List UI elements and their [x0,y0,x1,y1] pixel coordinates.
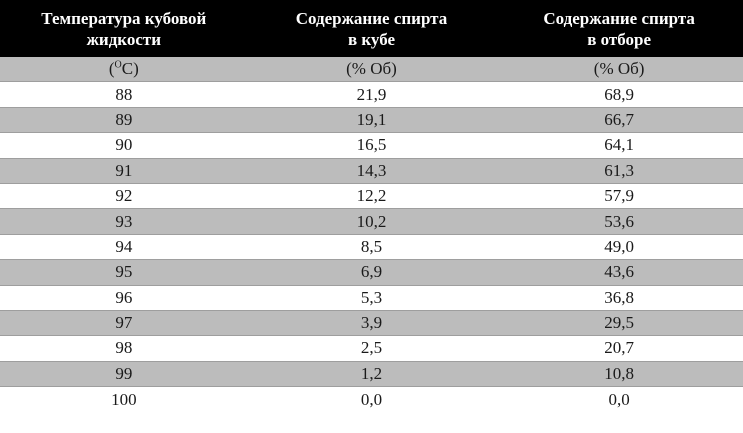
header-cube-line1: Содержание спирта [295,8,448,28]
table-row: 94 8,5 49,0 [0,235,743,261]
header-draw-alcohol: Содержание спирта в отборе [495,8,743,50]
unit-cube: (% Об) [346,59,397,79]
cell-cube-alcohol: 3,9 [360,313,383,333]
header-temperature: Температура кубовой жидкости [0,8,248,50]
cell-draw-alcohol: 49,0 [604,236,635,256]
cell-draw-alcohol: 64,1 [604,135,635,155]
table-row: 93 10,2 53,6 [0,209,743,235]
cell-draw-alcohol: 57,9 [604,186,635,206]
cell-cube-alcohol: 8,5 [360,236,383,256]
table-row: 89 19,1 66,7 [0,107,743,134]
cell-temperature: 94 [115,236,133,256]
cell-draw-alcohol: 61,3 [604,160,635,180]
cell-draw-alcohol: 0,0 [608,389,630,409]
header-temperature-line1: Температура кубовой [41,8,207,28]
cell-cube-alcohol: 14,3 [356,160,387,180]
header-temperature-line2: жидкости [86,29,162,49]
unit-temp-close: С) [121,59,139,79]
cell-cube-alcohol: 21,9 [356,84,387,104]
table-row: 99 1,2 10,8 [0,361,743,388]
unit-draw: (% Об) [593,59,645,79]
cell-temperature: 97 [115,313,133,333]
table-row: 92 12,2 57,9 [0,184,743,210]
cell-draw-alcohol: 29,5 [604,313,635,333]
cell-temperature: 93 [115,211,133,231]
cell-cube-alcohol: 19,1 [356,109,387,129]
table-header: Температура кубовой жидкости Содержание … [0,0,743,57]
cell-cube-alcohol: 2,5 [360,338,383,358]
table-row: 100 0,0 0,0 [0,387,743,412]
unit-temp-degree: O [114,59,122,71]
cell-cube-alcohol: 0,0 [360,389,383,409]
cell-temperature: 98 [115,338,133,358]
table-row: 95 6,9 43,6 [0,260,743,286]
cell-temperature: 99 [115,363,133,383]
cell-temperature: 88 [115,84,133,104]
cell-temperature: 100 [111,389,137,409]
table-row: 97 3,9 29,5 [0,310,743,337]
table-row: 91 14,3 61,3 [0,158,743,184]
cell-temperature: 91 [115,160,133,180]
cell-draw-alcohol: 20,7 [604,338,635,358]
cell-temperature: 95 [115,262,133,282]
cell-draw-alcohol: 36,8 [604,287,635,307]
table-row: 90 16,5 64,1 [0,133,743,159]
cell-draw-alcohol: 10,8 [604,363,635,383]
unit-temperature: (OС) [0,59,248,79]
cell-cube-alcohol: 10,2 [356,211,387,231]
unit-temp-open: ( [108,59,115,79]
header-cube-line2: в кубе [347,29,396,49]
table-body: 88 21,9 68,9 89 19,1 66,7 90 16,5 64,1 91 14,3 61,3… [0,82,743,412]
cell-cube-alcohol: 6,9 [360,262,383,282]
cell-cube-alcohol: 12,2 [356,186,387,206]
table-row: 98 2,5 20,7 [0,336,743,362]
header-draw-line1: Содержание спирта [543,8,695,28]
cell-draw-alcohol: 68,9 [604,84,635,104]
cell-temperature: 96 [115,287,133,307]
cell-draw-alcohol: 43,6 [604,262,635,282]
header-draw-line2: в отборе [587,29,652,49]
cell-cube-alcohol: 16,5 [356,135,387,155]
cell-draw-alcohol: 66,7 [604,109,635,129]
units-row: (OС) (% Об) (% Об) [0,57,743,83]
cell-temperature: 89 [115,109,133,129]
table-row: 88 21,9 68,9 [0,82,743,108]
cell-draw-alcohol: 53,6 [604,211,635,231]
cell-cube-alcohol: 5,3 [360,287,383,307]
cell-temperature: 92 [115,186,133,206]
cell-temperature: 90 [115,135,133,155]
cell-cube-alcohol: 1,2 [360,363,383,383]
table-row: 96 5,3 36,8 [0,286,743,311]
header-cube-alcohol: Содержание спирта в кубе [248,8,496,50]
